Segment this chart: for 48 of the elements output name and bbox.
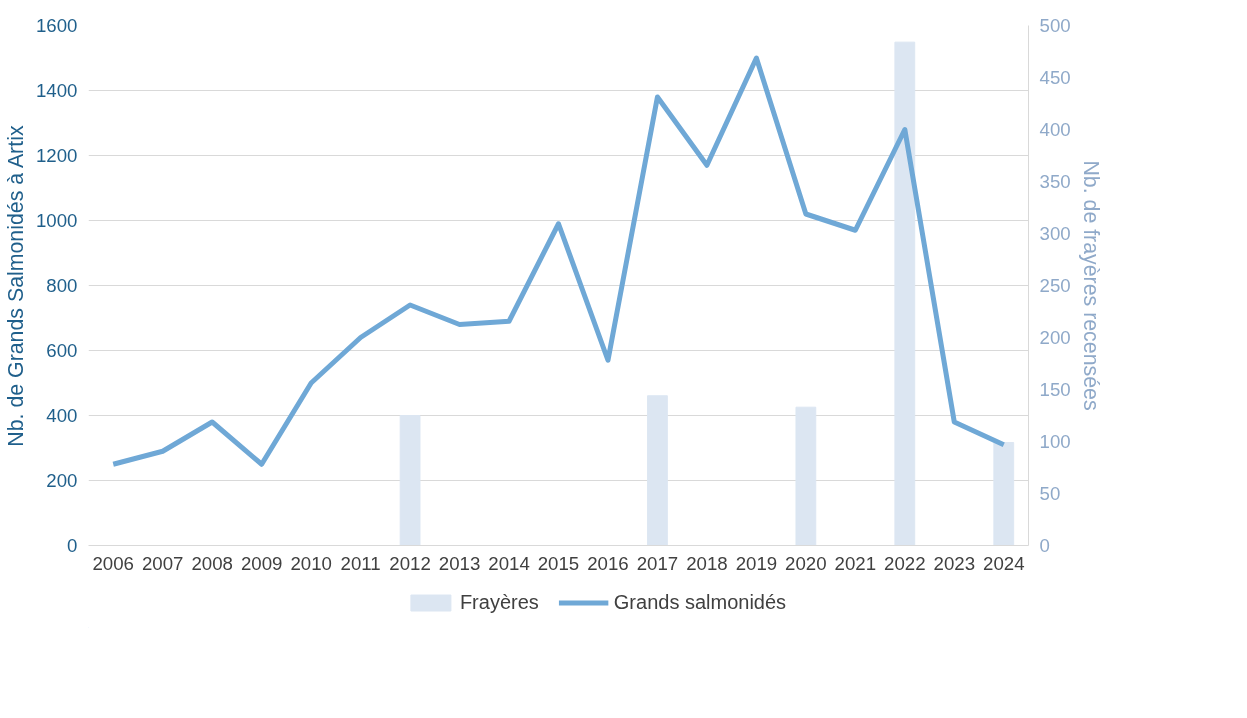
y2-axis-title: Nb. de frayères recensées	[1078, 160, 1103, 411]
y2-tick-label: 50	[1039, 483, 1061, 504]
legend-label: Frayères	[459, 590, 539, 614]
y2-tick-label: 250	[1039, 275, 1071, 296]
y2-tick-label: 300	[1039, 223, 1071, 244]
x-tick-label: 2024	[983, 552, 1025, 574]
x-tick-label: 2016	[587, 552, 629, 574]
y-axis-title: Nb. de Grands Salmonidés à Artix	[4, 125, 28, 447]
y2-tick-label: 500	[1039, 15, 1071, 36]
y-tick-label: 1400	[36, 80, 78, 101]
x-tick-label: 2007	[141, 552, 184, 574]
y-tick-label: 0	[67, 535, 78, 556]
y2-tick-label: 400	[1039, 119, 1071, 140]
bar	[795, 406, 817, 546]
x-tick-label: 2017	[636, 552, 679, 574]
x-tick-label: 2012	[389, 552, 431, 574]
y2-tick-label: 350	[1039, 171, 1071, 192]
bar	[647, 395, 668, 546]
x-tick-label: 2020	[785, 552, 827, 574]
x-tick-label: 2009	[240, 552, 283, 574]
x-tick-label: 2018	[686, 552, 728, 574]
x-tick-label: 2013	[438, 552, 481, 574]
x-tick-label: 2006	[92, 552, 134, 574]
x-tick-label: 2008	[191, 552, 233, 574]
x-tick-label: 2015	[537, 552, 580, 574]
y-tick-label: 1000	[36, 210, 78, 231]
bar	[993, 442, 1015, 546]
x-tick-label: 2023	[933, 552, 976, 574]
x-tick-label: 2011	[340, 552, 381, 574]
bar	[894, 41, 916, 546]
x-tick-label: 2021	[834, 552, 877, 574]
legend-label: Grands salmonidés	[613, 590, 787, 614]
y2-tick-label: 450	[1039, 67, 1071, 88]
y2-tick-label: 150	[1039, 379, 1071, 400]
y-tick-label: 800	[46, 275, 78, 296]
y2-tick-label: 100	[1039, 431, 1071, 452]
x-tick-label: 2019	[735, 552, 778, 574]
bar	[399, 415, 421, 546]
y-tick-label: 600	[46, 340, 78, 361]
x-tick-label: 2022	[884, 552, 926, 574]
y-tick-label: 200	[46, 470, 78, 491]
x-tick-label: 2014	[488, 552, 530, 574]
y-tick-label: 1600	[36, 15, 78, 36]
y-tick-label: 400	[46, 405, 78, 426]
y2-tick-label: 200	[1039, 327, 1071, 348]
x-tick-label: 2010	[290, 552, 332, 574]
y-tick-label: 1200	[36, 145, 78, 166]
y2-tick-label: 0	[1039, 535, 1050, 556]
